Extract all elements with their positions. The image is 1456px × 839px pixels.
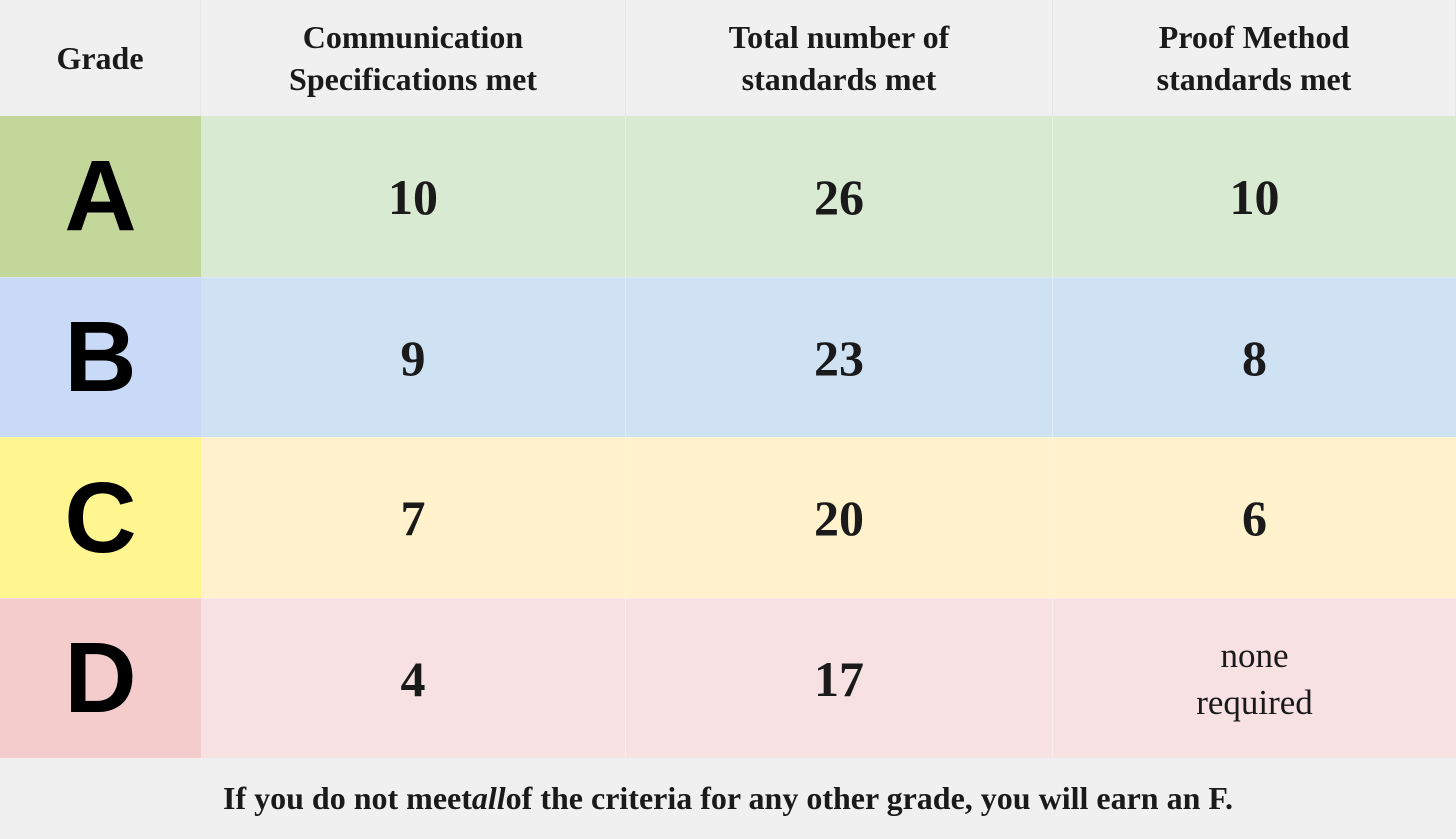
proof-cell-c: 6 bbox=[1053, 437, 1456, 598]
grade-cell-d: D bbox=[0, 598, 201, 758]
header-proof: Proof Method standards met bbox=[1053, 0, 1456, 116]
header-total-label: Total number of standards met bbox=[728, 19, 950, 97]
header-proof-label: Proof Method standards met bbox=[1156, 19, 1352, 97]
grade-cell-b: B bbox=[0, 277, 201, 437]
footer-text-before: If you do not meet bbox=[223, 780, 472, 816]
footer-text-emphasis: all bbox=[471, 780, 506, 816]
communication-cell-b: 9 bbox=[201, 277, 626, 437]
total-value-d: 17 bbox=[814, 650, 864, 707]
communication-value-d: 4 bbox=[400, 650, 426, 707]
total-value-c: 20 bbox=[814, 490, 864, 546]
header-grade: Grade bbox=[0, 0, 201, 116]
proof-cell-d: none required bbox=[1053, 598, 1456, 758]
grade-cell-a: A bbox=[0, 116, 201, 277]
proof-value-b: 8 bbox=[1242, 329, 1267, 386]
proof-value-d: none required bbox=[1196, 635, 1313, 722]
communication-value-b: 9 bbox=[400, 329, 426, 386]
total-cell-c: 20 bbox=[626, 437, 1053, 598]
grading-table: Grade Communication Specifications met T… bbox=[0, 0, 1456, 758]
grade-label-a: A bbox=[64, 140, 137, 252]
communication-cell-c: 7 bbox=[201, 437, 626, 598]
communication-cell-d: 4 bbox=[201, 598, 626, 758]
total-value-a: 26 bbox=[814, 168, 864, 225]
total-cell-b: 23 bbox=[626, 277, 1053, 437]
total-cell-d: 17 bbox=[626, 598, 1053, 758]
communication-value-a: 10 bbox=[388, 168, 438, 225]
communication-value-c: 7 bbox=[400, 490, 426, 546]
header-communication: Communication Specifications met bbox=[201, 0, 626, 116]
proof-value-c: 6 bbox=[1242, 490, 1267, 546]
header-total: Total number of standards met bbox=[626, 0, 1053, 116]
proof-cell-b: 8 bbox=[1053, 277, 1456, 437]
grade-cell-c: C bbox=[0, 437, 201, 598]
communication-cell-a: 10 bbox=[201, 116, 626, 277]
proof-cell-a: 10 bbox=[1053, 116, 1456, 277]
footer-note: If you do not meet all of the criteria f… bbox=[0, 758, 1456, 839]
total-value-b: 23 bbox=[814, 329, 864, 386]
total-cell-a: 26 bbox=[626, 116, 1053, 277]
proof-value-a: 10 bbox=[1229, 168, 1280, 225]
header-grade-label: Grade bbox=[56, 40, 144, 76]
grade-label-b: B bbox=[64, 301, 137, 413]
grade-label-c: C bbox=[64, 461, 137, 574]
header-communication-label: Communication Specifications met bbox=[289, 19, 537, 97]
grade-label-d: D bbox=[64, 622, 137, 734]
footer-text-after: of the criteria for any other grade, you… bbox=[505, 780, 1233, 816]
